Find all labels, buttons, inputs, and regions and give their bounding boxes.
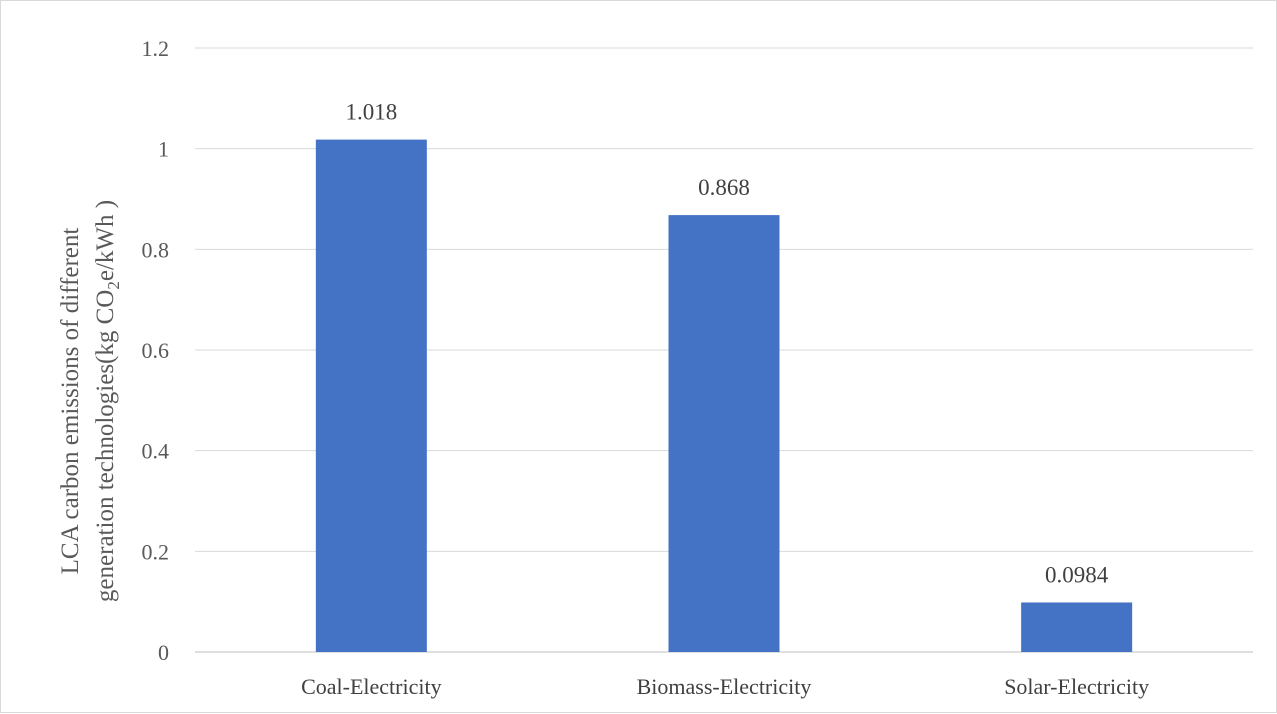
y-tick-label: 0.6: [142, 338, 170, 363]
y-axis-title-line2-prefix: generation technologies(kg CO: [92, 290, 119, 602]
y-tick-label: 0: [158, 640, 169, 665]
data-label: 1.018: [345, 100, 397, 125]
category-label: Coal-Electricity: [301, 674, 442, 699]
y-tick-label: 1.2: [142, 36, 170, 61]
y-tick-label: 0.2: [142, 539, 170, 564]
y-axis-title: LCA carbon emissions of different genera…: [57, 200, 123, 602]
data-label: 0.868: [698, 175, 750, 200]
category-label: Biomass-Electricity: [637, 674, 812, 699]
category-labels: Coal-Electricity Biomass-Electricity Solar…: [301, 674, 1149, 699]
y-axis-title-line2: generation technologies(kg CO2e/kWh ): [92, 200, 123, 602]
y-tick-label: 1: [158, 137, 169, 162]
bar: [315, 139, 427, 652]
y-axis-title-line1: LCA carbon emissions of different: [57, 228, 84, 575]
bars: [315, 139, 1133, 652]
bar: [1021, 602, 1133, 652]
y-axis-title-subscript: 2: [104, 281, 123, 290]
bar: [668, 215, 780, 652]
y-tick-label: 0.4: [142, 439, 170, 464]
y-axis-title-line2-suffix: e/kWh ): [92, 200, 119, 281]
data-labels: 1.018 0.868 0.0984: [345, 100, 1108, 588]
category-label: Solar-Electricity: [1004, 674, 1149, 699]
data-label: 0.0984: [1045, 562, 1109, 587]
y-tick-label: 0.8: [142, 237, 170, 262]
y-axis-ticks: 0 0.2 0.4 0.6 0.8 1 1.2: [142, 36, 170, 665]
